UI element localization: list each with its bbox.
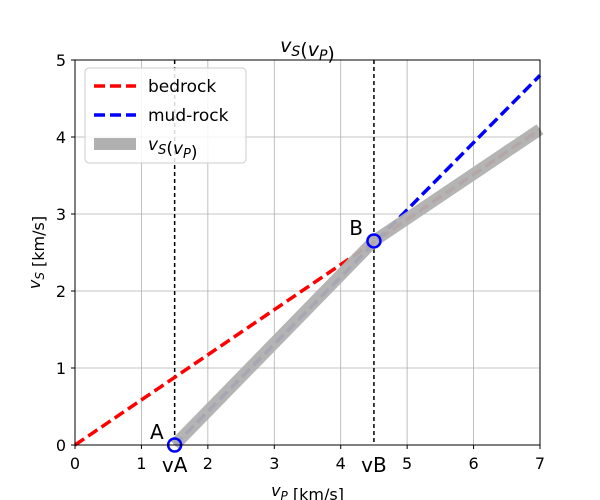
- point-marker-b: [366, 233, 382, 249]
- x-tick-label: 1: [136, 454, 146, 473]
- legend: bedrock mud-rock vS(vP): [84, 67, 247, 164]
- legend-label-bedrock: bedrock: [148, 77, 216, 97]
- plot-frame: [74, 59, 541, 446]
- x-tick-label: 0: [70, 454, 80, 473]
- vline-label-va: vA: [162, 453, 188, 477]
- y-axis-label: vS [km/s]: [25, 216, 48, 289]
- x-tick-label: 4: [336, 454, 346, 473]
- chart-title: vS(vP): [280, 35, 335, 65]
- point-label-b: B: [349, 216, 363, 240]
- x-tick-label: 5: [402, 454, 412, 473]
- x-axis-label: vP [km/s]: [271, 481, 344, 500]
- y-tick-label: 4: [56, 128, 66, 147]
- x-tick-label: 2: [203, 454, 213, 473]
- legend-label-v-s-v-p-: vS(vP): [148, 135, 198, 163]
- legend-label-mud-rock: mud-rock: [148, 106, 229, 126]
- y-tick-label: 1: [56, 359, 66, 378]
- x-tick-label: 3: [269, 454, 279, 473]
- series-line-v-s-v-p-: [170, 124, 544, 450]
- x-tick-label: 7: [535, 454, 545, 473]
- vline-label-vb: vB: [361, 453, 387, 477]
- y-tick-label: 0: [56, 436, 66, 455]
- y-tick-label: 2: [56, 282, 66, 301]
- y-tick-label: 5: [56, 51, 66, 70]
- x-tick-label: 6: [468, 454, 478, 473]
- y-tick-label: 3: [56, 205, 66, 224]
- point-label-a: A: [150, 420, 164, 444]
